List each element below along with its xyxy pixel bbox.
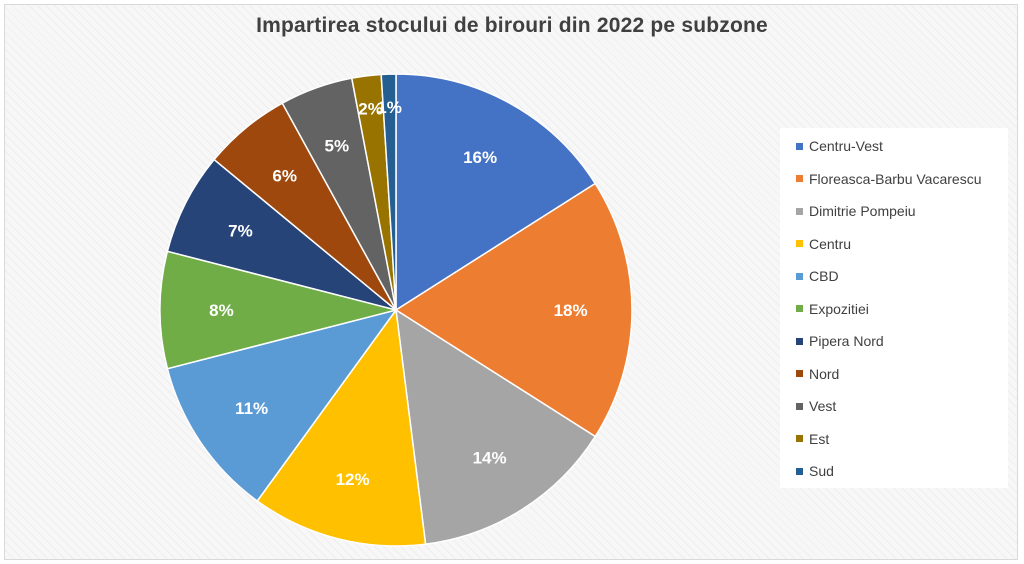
- pie-slice-dimitrie-pompeiu: [395, 308, 597, 545]
- legend-swatch: [796, 272, 803, 280]
- legend-label: Centru: [809, 235, 852, 252]
- pie-slice-centru: [256, 308, 427, 547]
- legend-label: Floreasca-Barbu Vacarescu: [809, 170, 982, 187]
- pie-slice-floreasca-barbu-vacarescu: [394, 182, 633, 438]
- legend-label: Sud: [809, 463, 834, 479]
- data-label: 18%: [554, 301, 588, 320]
- legend-swatch: [796, 142, 803, 150]
- legend-swatch: [796, 402, 803, 410]
- legend-swatch: [796, 175, 803, 182]
- legend-swatch: [796, 467, 803, 475]
- data-label: 12%: [336, 470, 370, 489]
- legend-label: Est: [809, 430, 830, 447]
- data-label: 2%: [358, 100, 383, 119]
- pie-slice-centru-vest: [395, 73, 597, 312]
- pie-slice-sud: [380, 73, 397, 311]
- data-label: 14%: [473, 449, 507, 468]
- legend-item: Pipera Nord: [796, 331, 884, 351]
- legend-label: Pipera Nord: [809, 333, 884, 349]
- legend: Centru-Vest Floreasca-Barbu Vacarescu Dimi…: [780, 128, 1008, 488]
- data-label: 5%: [325, 137, 350, 156]
- legend-item: Vest: [796, 396, 836, 416]
- legend-label: Dimitrie Pompeiu: [809, 203, 916, 219]
- legend-item: Nord: [796, 364, 839, 384]
- legend-label: Centru-Vest: [809, 138, 883, 154]
- legend-item: Expozitiei: [796, 299, 869, 319]
- legend-swatch: [796, 207, 803, 215]
- legend-label: Vest: [809, 398, 837, 414]
- legend-item: Centru: [796, 234, 851, 254]
- pie-slice-pipera-nord: [166, 158, 397, 311]
- data-label: 16%: [463, 148, 497, 167]
- data-label: 11%: [235, 399, 268, 418]
- legend-item: CBD: [796, 266, 839, 286]
- legend-item: Sud: [796, 461, 834, 481]
- pie-slice-cbd: [166, 308, 398, 502]
- data-label: 1%: [377, 98, 402, 117]
- legend-swatch: [796, 305, 803, 312]
- pie-slice-expozitiei: [159, 250, 397, 370]
- data-label: 8%: [209, 301, 234, 320]
- legend-swatch: [796, 337, 803, 345]
- chart-title: Impartirea stocului de birouri din 2022 …: [256, 14, 768, 37]
- legend-item: Centru-Vest: [796, 136, 883, 156]
- legend-label: Nord: [809, 365, 840, 382]
- legend-label: Expozitiei: [809, 300, 869, 317]
- legend-label: CBD: [809, 268, 839, 284]
- legend-item: Dimitrie Pompeiu: [796, 201, 916, 221]
- legend-swatch: [796, 370, 803, 377]
- legend-swatch: [796, 240, 803, 247]
- legend-item: Floreasca-Barbu Vacarescu: [796, 169, 981, 189]
- legend-item: Est: [796, 429, 829, 449]
- data-label: 7%: [228, 222, 253, 241]
- data-label: 6%: [272, 166, 297, 185]
- legend-swatch: [796, 435, 803, 442]
